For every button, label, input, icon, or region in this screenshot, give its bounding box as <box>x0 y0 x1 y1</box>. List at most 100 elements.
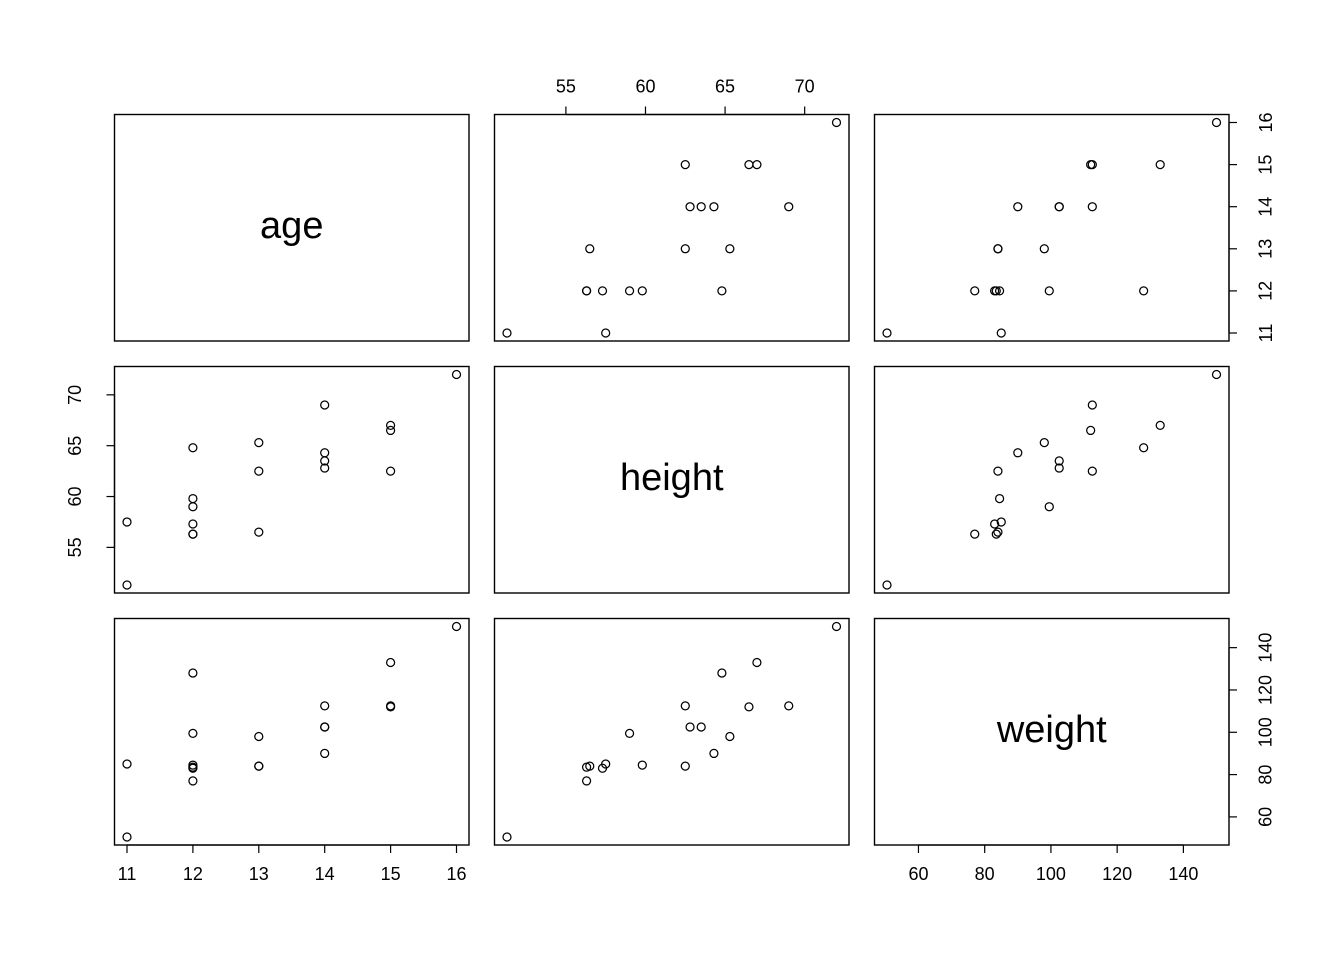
point-age-vs-height-12 <box>685 202 695 212</box>
point-height-vs-weight-8 <box>991 529 1001 539</box>
point-age-vs-height-8 <box>581 286 592 296</box>
point-weight-vs-age-18 <box>385 657 396 668</box>
point-weight-vs-height-11 <box>725 731 735 742</box>
point-age-vs-weight-11 <box>1039 244 1049 254</box>
point-height-vs-age-9 <box>254 527 264 537</box>
weight-right-tick-label-60: 60 <box>1256 807 1276 827</box>
age-right-tick-label-15: 15 <box>1256 155 1276 175</box>
point-weight-vs-height-1 <box>502 832 512 842</box>
point-age-vs-height-5 <box>624 286 635 296</box>
point-height-vs-age-7 <box>188 443 198 453</box>
point-height-vs-age-17 <box>385 425 396 436</box>
point-height-vs-weight-3 <box>970 529 980 539</box>
panel-weight-age <box>113 617 470 846</box>
point-age-vs-weight-17 <box>1086 159 1096 170</box>
point-height-vs-weight-12 <box>1054 463 1064 473</box>
point-age-vs-weight-3 <box>970 286 980 296</box>
point-height-vs-age-6 <box>188 493 198 504</box>
point-weight-vs-height-13 <box>696 722 706 732</box>
point-weight-vs-height-10 <box>680 761 690 771</box>
age-right-tick-label-16: 16 <box>1256 112 1276 132</box>
panel-age-height <box>493 113 850 342</box>
panel-weight-height <box>493 617 850 846</box>
point-weight-vs-height-12 <box>685 722 695 732</box>
point-weight-vs-height-7 <box>717 668 727 678</box>
age-bottom-tick-label-12: 12 <box>183 864 203 884</box>
age-right-tick-label-13: 13 <box>1256 239 1276 259</box>
point-age-vs-height-17 <box>744 159 754 170</box>
height-top-tick-label-70: 70 <box>795 76 815 96</box>
point-age-vs-weight-13 <box>1054 202 1064 212</box>
point-age-vs-height-7 <box>717 286 727 296</box>
point-height-vs-age-11 <box>254 438 264 448</box>
point-age-vs-weight-1 <box>882 328 892 338</box>
height-top-tick-label-55: 55 <box>556 76 576 96</box>
point-height-vs-weight-1 <box>882 580 892 590</box>
point-height-vs-weight-7 <box>1139 443 1149 453</box>
point-height-vs-weight-5 <box>1044 502 1054 512</box>
point-weight-vs-height-4 <box>597 763 608 773</box>
point-age-vs-height-15 <box>784 202 794 212</box>
point-age-vs-height-10 <box>680 244 690 254</box>
point-age-vs-weight-7 <box>1139 286 1149 296</box>
point-height-vs-weight-13 <box>1054 456 1064 466</box>
point-weight-vs-height-18 <box>752 657 762 668</box>
point-height-vs-age-5 <box>188 502 198 512</box>
point-age-vs-weight-6 <box>994 286 1005 296</box>
panel-height-height <box>493 365 850 594</box>
height-left-tick-label-55: 55 <box>65 537 85 557</box>
point-height-vs-age-19 <box>451 369 462 380</box>
height-top-tick-label-65: 65 <box>715 76 735 96</box>
point-age-vs-height-11 <box>725 244 735 254</box>
weight-right-tick-label-120: 120 <box>1256 675 1276 705</box>
age-right-tick-label-12: 12 <box>1256 281 1276 301</box>
age-bottom-tick-label-13: 13 <box>249 864 269 884</box>
point-height-vs-weight-15 <box>1087 400 1097 410</box>
weight-bottom-tick-label-100: 100 <box>1036 864 1066 884</box>
point-height-vs-weight-16 <box>1087 466 1097 476</box>
point-weight-vs-age-3 <box>188 776 198 786</box>
variable-label-weight: weight <box>996 709 1107 751</box>
point-height-vs-age-15 <box>320 400 330 410</box>
point-age-vs-weight-14 <box>1013 202 1023 212</box>
point-height-vs-weight-10 <box>993 466 1003 476</box>
age-bottom-tick-label-11: 11 <box>118 864 137 884</box>
weight-right-tick-label-100: 100 <box>1256 717 1276 747</box>
height-left-tick-label-70: 70 <box>65 385 85 405</box>
point-weight-vs-age-1 <box>122 832 132 842</box>
point-age-vs-height-9 <box>585 244 595 254</box>
point-age-vs-height-16 <box>680 159 690 170</box>
point-height-vs-age-16 <box>385 466 396 476</box>
weight-bottom-tick-label-140: 140 <box>1168 864 1198 884</box>
point-weight-vs-height-5 <box>624 728 635 738</box>
point-height-vs-age-10 <box>254 466 264 476</box>
point-height-vs-weight-11 <box>1039 438 1049 448</box>
point-weight-vs-age-8 <box>188 762 198 772</box>
point-age-vs-weight-15 <box>1087 202 1097 212</box>
point-height-vs-age-1 <box>122 580 132 590</box>
point-age-vs-height-2 <box>601 328 611 338</box>
point-age-vs-height-18 <box>752 159 762 170</box>
point-height-vs-age-14 <box>320 448 330 458</box>
height-top-tick-label-60: 60 <box>635 76 655 96</box>
weight-right-tick-label-140: 140 <box>1256 633 1276 663</box>
point-age-vs-height-13 <box>696 202 706 212</box>
variable-label-height: height <box>620 457 724 499</box>
point-age-vs-height-14 <box>709 202 719 212</box>
point-age-vs-height-4 <box>597 286 608 296</box>
point-height-vs-weight-9 <box>993 527 1003 537</box>
point-weight-vs-age-13 <box>320 722 330 732</box>
weight-right-tick-label-80: 80 <box>1256 765 1276 785</box>
point-weight-vs-age-19 <box>451 621 462 632</box>
panel-height-weight <box>873 365 1230 594</box>
point-age-vs-height-1 <box>502 328 512 338</box>
point-weight-vs-age-10 <box>254 761 264 771</box>
point-height-vs-weight-19 <box>1211 369 1222 380</box>
point-age-vs-weight-10 <box>993 244 1003 254</box>
point-weight-vs-age-14 <box>320 748 330 759</box>
panel-age-age <box>113 113 470 342</box>
point-weight-vs-height-16 <box>680 701 690 711</box>
point-height-vs-weight-4 <box>990 519 1000 529</box>
age-bottom-tick-label-15: 15 <box>381 864 401 884</box>
age-right-tick-label-11: 11 <box>1256 324 1276 343</box>
